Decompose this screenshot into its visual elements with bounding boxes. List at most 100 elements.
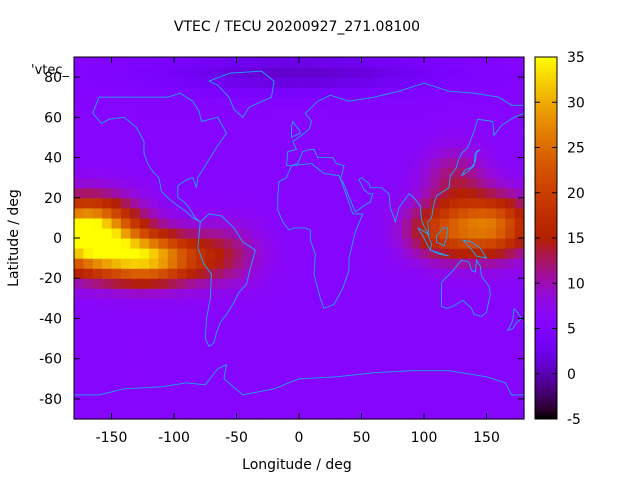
heatmap-cell <box>449 137 459 149</box>
heatmap-cell <box>420 278 431 289</box>
heatmap-cell <box>420 107 431 118</box>
heatmap-cell <box>252 87 263 98</box>
heatmap-cell <box>214 238 225 249</box>
heatmap-cell <box>327 67 338 78</box>
heatmap-cell <box>308 398 319 410</box>
heatmap-cell <box>317 117 328 128</box>
heatmap-cell <box>167 77 178 88</box>
heatmap-cell <box>336 318 347 330</box>
heatmap-cell <box>345 137 356 149</box>
heatmap-cell <box>495 248 506 259</box>
heatmap-cell <box>270 97 281 108</box>
heatmap-cell <box>402 127 413 139</box>
y-tick-label: 0 <box>53 231 62 247</box>
heatmap-cell <box>505 137 516 149</box>
heatmap-cell <box>420 177 431 189</box>
heatmap-cell <box>345 298 356 309</box>
heatmap-cell <box>345 338 356 350</box>
heatmap-cell <box>130 57 141 68</box>
heatmap-cell <box>130 177 141 189</box>
heatmap-cell <box>83 137 94 149</box>
heatmap-cell <box>355 278 366 289</box>
heatmap-cell <box>486 147 497 159</box>
heatmap-cell <box>355 308 366 320</box>
heatmap-cell <box>317 227 328 239</box>
heatmap-cell <box>74 217 84 229</box>
heatmap-cell <box>177 358 188 370</box>
heatmap-cell <box>327 298 338 309</box>
heatmap-cell <box>186 57 197 68</box>
coastline <box>436 227 449 247</box>
heatmap-cell <box>120 238 131 249</box>
heatmap-cell <box>308 238 319 249</box>
heatmap-cell <box>299 278 309 289</box>
heatmap-cell <box>383 87 394 98</box>
heatmap-cell <box>167 157 178 169</box>
heatmap-cell <box>252 77 263 88</box>
heatmap-cell <box>177 67 188 78</box>
heatmap-cell <box>364 167 375 179</box>
heatmap-cell <box>383 227 394 239</box>
heatmap-cell <box>458 288 469 299</box>
heatmap-cell <box>186 137 197 149</box>
heatmap-cell <box>495 127 506 139</box>
heatmap-cell <box>214 177 225 189</box>
heatmap-cell <box>233 358 244 370</box>
heatmap-cell <box>374 338 384 350</box>
heatmap-cell <box>102 67 113 78</box>
heatmap-cell <box>280 318 291 330</box>
heatmap-cell <box>233 378 244 390</box>
heatmap-cell <box>195 308 206 320</box>
heatmap-cell <box>167 268 178 279</box>
heatmap-cell <box>270 107 281 118</box>
heatmap-cell <box>102 87 113 98</box>
heatmap-cell <box>336 167 347 179</box>
heatmap-cell <box>392 227 403 239</box>
heatmap-cell <box>205 258 216 269</box>
heatmap-cell <box>467 298 478 309</box>
heatmap-cell <box>514 398 525 410</box>
heatmap-cell <box>439 308 450 320</box>
heatmap-cell <box>252 338 263 350</box>
heatmap-cell <box>83 318 94 330</box>
heatmap-cell <box>83 328 94 340</box>
heatmap-cell <box>214 207 225 219</box>
heatmap-cell <box>167 227 178 239</box>
heatmap-cell <box>345 258 356 269</box>
heatmap-cell <box>261 308 272 320</box>
coastline <box>441 258 491 317</box>
heatmap-cell <box>158 227 169 239</box>
heatmap-cell <box>195 127 206 139</box>
heatmap-cell <box>289 268 300 279</box>
heatmap-cell <box>252 248 263 259</box>
heatmap-cell <box>102 368 113 380</box>
heatmap-cell <box>486 258 497 269</box>
heatmap-cell <box>214 398 225 410</box>
heatmap-cell <box>402 248 413 259</box>
heatmap-cell <box>233 127 244 139</box>
heatmap-cell <box>392 318 403 330</box>
heatmap-cell <box>317 248 328 259</box>
heatmap-cell <box>458 157 469 169</box>
heatmap-cell <box>74 408 84 420</box>
heatmap-cell <box>120 187 131 199</box>
heatmap-cell <box>111 187 122 199</box>
heatmap-cell <box>439 107 450 118</box>
heatmap-cell <box>186 308 197 320</box>
heatmap-cell <box>486 187 497 199</box>
heatmap-cell <box>233 187 244 199</box>
heatmap-cell <box>186 238 197 249</box>
heatmap-cell <box>505 258 516 269</box>
heatmap-cell <box>74 87 84 98</box>
heatmap-cell <box>486 318 497 330</box>
heatmap-cell <box>467 177 478 189</box>
heatmap-cell <box>495 408 506 420</box>
heatmap-cell <box>242 268 253 279</box>
heatmap-cell <box>514 137 525 149</box>
heatmap-cell <box>139 348 150 360</box>
heatmap-cell <box>299 217 309 229</box>
heatmap-cell <box>486 408 497 420</box>
heatmap-cell <box>252 197 263 209</box>
heatmap-cell <box>345 217 356 229</box>
